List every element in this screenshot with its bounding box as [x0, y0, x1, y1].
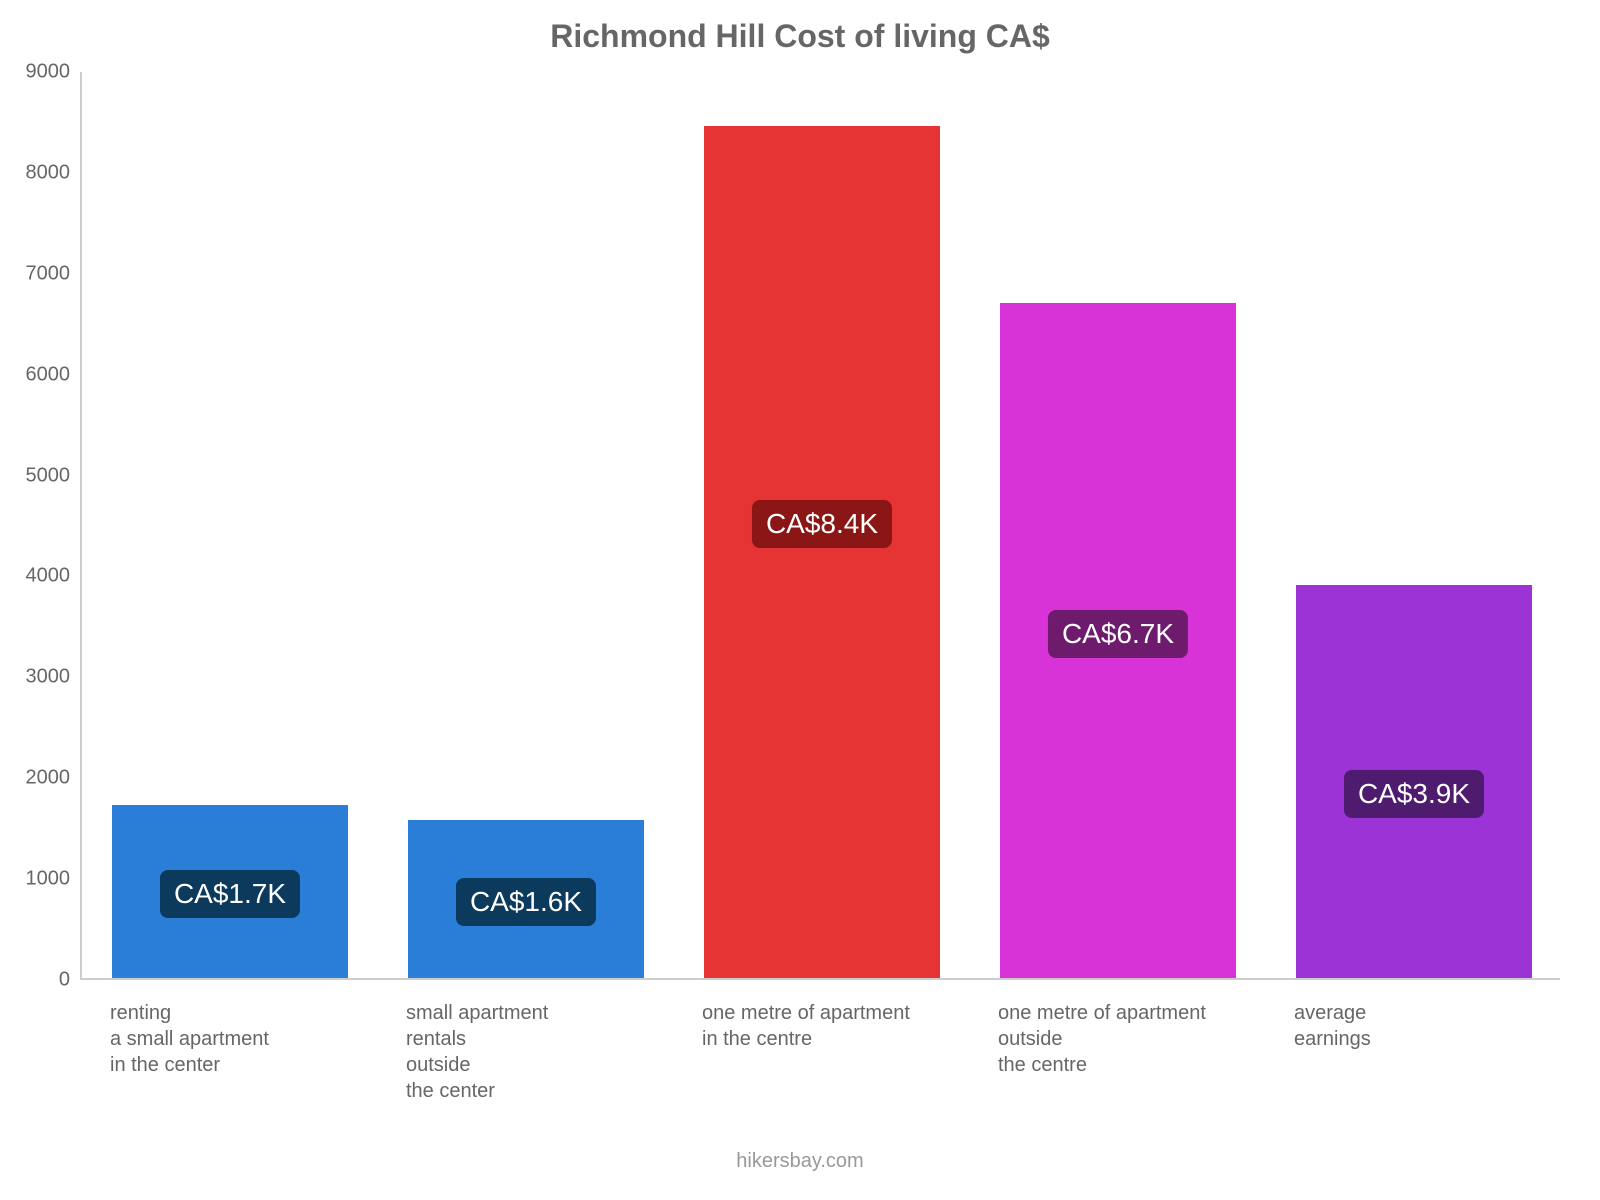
ytick-2: 2000 [0, 767, 70, 790]
attribution: hikersbay.com [0, 1150, 1600, 1173]
xlabel-1: small apartment rentals outside the cent… [406, 1000, 666, 1104]
ytick-7: 7000 [0, 262, 70, 285]
xlabel-0: renting a small apartment in the center [110, 1000, 370, 1078]
ytick-9: 9000 [0, 61, 70, 84]
bar-label-1: CA$1.6K [456, 878, 596, 926]
bar-label-2: CA$8.4K [752, 500, 892, 548]
plot-area: CA$1.7K CA$1.6K CA$8.4K CA$6.7K CA$3.9K [80, 72, 1560, 980]
ytick-1: 1000 [0, 868, 70, 891]
ytick-0: 0 [0, 969, 70, 992]
xlabel-3: one metre of apartment outside the centr… [998, 1000, 1258, 1078]
ytick-8: 8000 [0, 161, 70, 184]
ytick-3: 3000 [0, 666, 70, 689]
ytick-5: 5000 [0, 464, 70, 487]
ytick-4: 4000 [0, 565, 70, 588]
cost-of-living-chart: Richmond Hill Cost of living CA$ 0 1000 … [0, 0, 1600, 1200]
ytick-6: 6000 [0, 363, 70, 386]
xlabel-2: one metre of apartment in the centre [702, 1000, 962, 1052]
chart-title: Richmond Hill Cost of living CA$ [0, 18, 1600, 55]
bar-sqm-center [704, 126, 941, 979]
bar-label-4: CA$3.9K [1344, 770, 1484, 818]
bar-label-3: CA$6.7K [1048, 610, 1188, 658]
bar-label-0: CA$1.7K [160, 870, 300, 918]
xlabel-4: average earnings [1294, 1000, 1554, 1052]
